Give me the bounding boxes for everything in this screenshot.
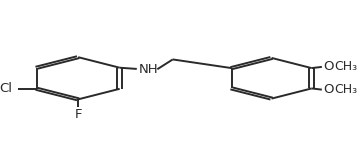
Text: O: O [323,60,334,73]
Text: F: F [74,108,82,121]
Text: O: O [323,83,334,96]
Text: CH₃: CH₃ [335,83,358,96]
Text: NH: NH [139,63,158,76]
Text: CH₃: CH₃ [335,60,358,73]
Text: Cl: Cl [0,82,13,95]
